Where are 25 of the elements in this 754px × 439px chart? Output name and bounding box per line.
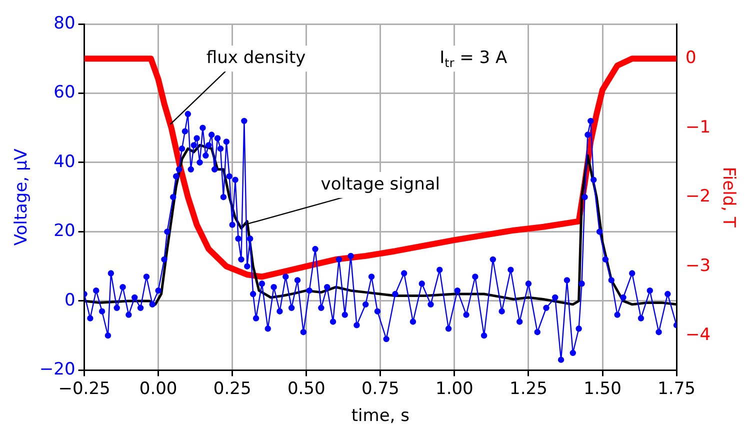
y-axis-title: Voltage, µV — [12, 148, 32, 246]
x-tick-label: 1.75 — [658, 378, 696, 399]
y-tick-label: 20 — [54, 221, 76, 242]
y2-tick-label: −3 — [686, 256, 711, 276]
y2-tick-label: −2 — [686, 186, 711, 207]
x-tick-label: 0.25 — [213, 378, 252, 399]
y-tick-label: 60 — [54, 82, 76, 103]
y-tick-label: 40 — [54, 152, 76, 172]
x-tick-label: 0.00 — [139, 378, 178, 399]
y2-tick-label: 0 — [686, 48, 696, 68]
annotation: flux density — [206, 48, 306, 68]
y-tick-label: 80 — [54, 13, 76, 34]
x-tick-label: 1.00 — [436, 378, 474, 399]
y-tick-label: −20 — [39, 360, 76, 380]
x-tick-label: 1.25 — [510, 378, 548, 399]
x-tick-label: 1.50 — [584, 378, 622, 399]
x-tick-label: 0.75 — [361, 378, 400, 399]
y-tick-label: 0 — [64, 290, 76, 310]
x-tick-label: 0.50 — [287, 378, 326, 399]
annotation: voltage signal — [320, 174, 440, 194]
x-axis-title: time, s — [351, 406, 410, 426]
y2-axis-title: Field, T — [718, 166, 738, 228]
y2-tick-label: −1 — [686, 117, 711, 138]
y2-tick-label: −4 — [686, 325, 711, 345]
x-tick-label: −0.25 — [58, 378, 110, 399]
